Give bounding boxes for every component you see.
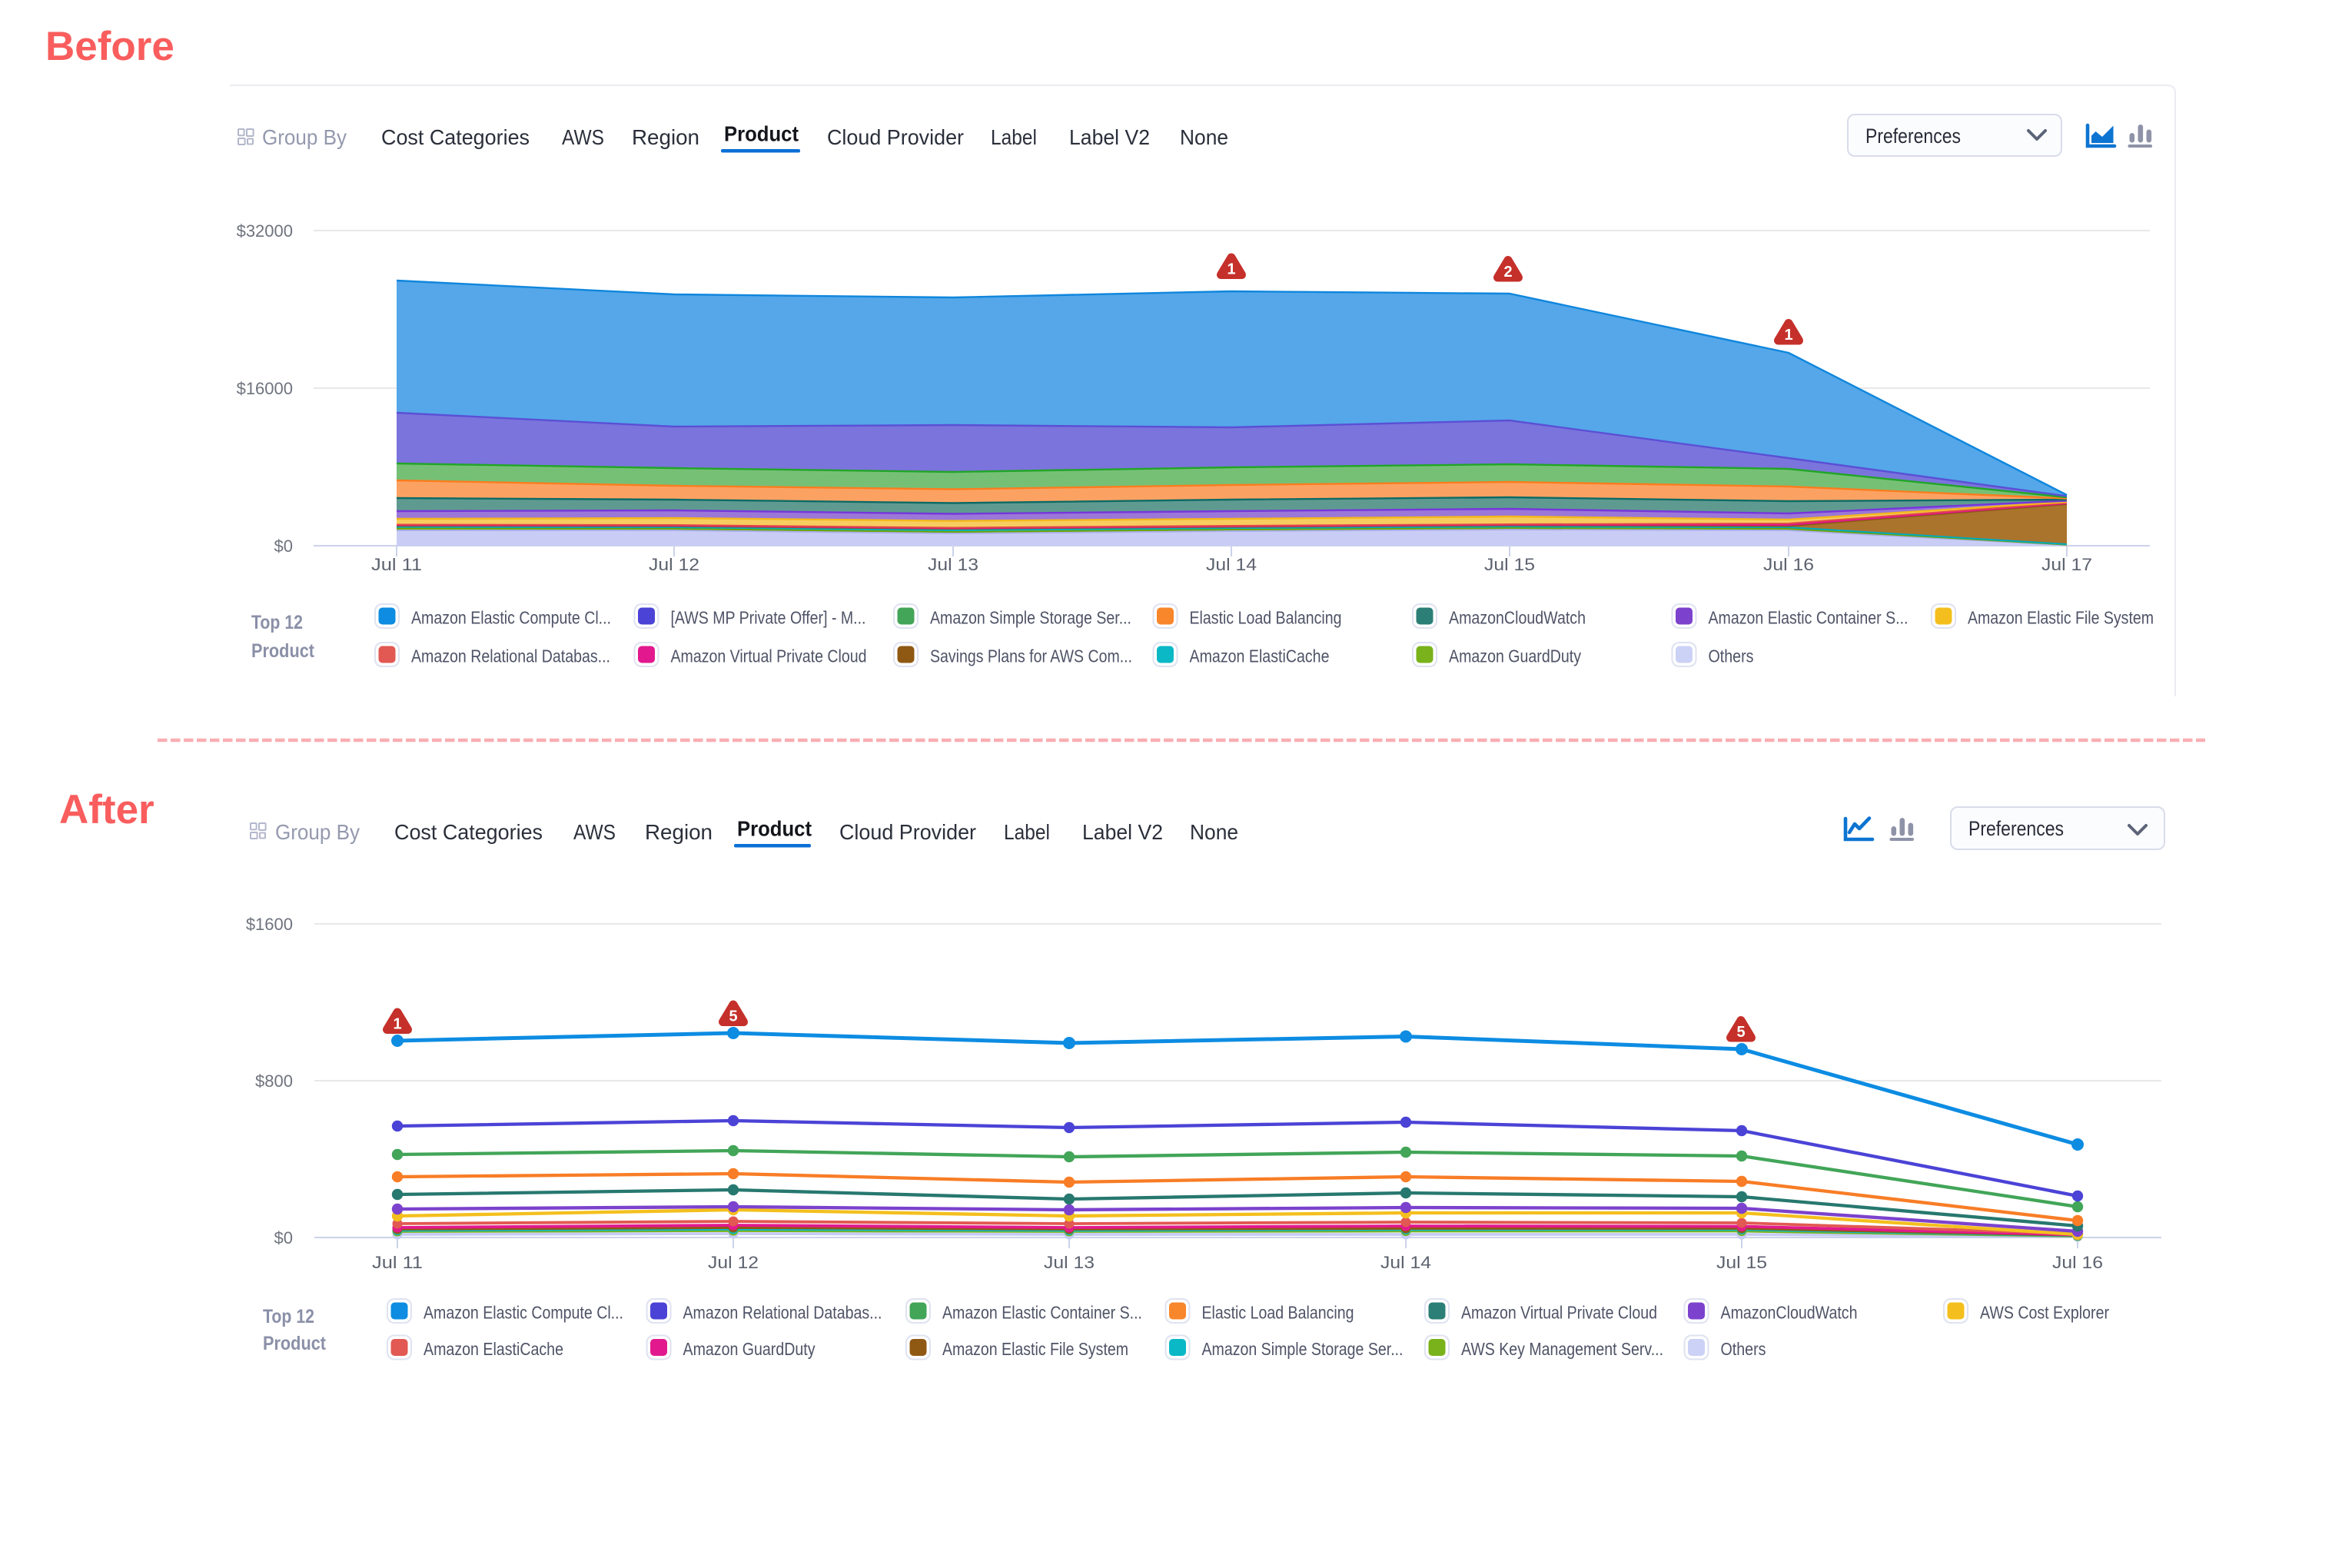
svg-text:1: 1 xyxy=(393,1016,401,1033)
svg-text:Amazon Elastic File System: Amazon Elastic File System xyxy=(942,1339,1128,1359)
svg-text:1: 1 xyxy=(1784,327,1792,344)
svg-text:$32000: $32000 xyxy=(237,221,293,241)
svg-text:$0: $0 xyxy=(274,1228,293,1247)
svg-text:Elastic Load Balancing: Elastic Load Balancing xyxy=(1190,608,1342,628)
svg-text:Savings Plans for AWS Com...: Savings Plans for AWS Com... xyxy=(930,646,1132,666)
svg-text:Amazon Elastic Compute Cl...: Amazon Elastic Compute Cl... xyxy=(411,608,611,628)
svg-text:Amazon GuardDuty: Amazon GuardDuty xyxy=(683,1339,816,1359)
svg-text:Label V2: Label V2 xyxy=(1069,125,1150,149)
svg-text:AWS Key Management Serv...: AWS Key Management Serv... xyxy=(1461,1339,1663,1359)
svg-text:Jul 16: Jul 16 xyxy=(1763,555,1814,574)
svg-text:[AWS MP Private Offer] - M...: [AWS MP Private Offer] - M... xyxy=(671,608,866,628)
svg-text:Amazon Elastic Compute Cl...: Amazon Elastic Compute Cl... xyxy=(424,1303,623,1323)
svg-text:Amazon Elastic Container S...: Amazon Elastic Container S... xyxy=(1709,608,1909,628)
svg-text:Amazon Relational Databas...: Amazon Relational Databas... xyxy=(683,1303,882,1323)
svg-text:Group By: Group By xyxy=(262,125,347,149)
svg-text:Amazon ElastiCache: Amazon ElastiCache xyxy=(1190,646,1330,666)
svg-text:Preferences: Preferences xyxy=(1968,817,2064,840)
svg-text:Jul 15: Jul 15 xyxy=(1484,555,1535,574)
svg-text:Jul 14: Jul 14 xyxy=(1380,1253,1431,1272)
svg-text:Cloud Provider: Cloud Provider xyxy=(827,125,964,149)
svg-text:Amazon Elastic File System: Amazon Elastic File System xyxy=(1968,608,2154,628)
svg-text:1: 1 xyxy=(1227,261,1235,278)
svg-text:5: 5 xyxy=(729,1008,737,1025)
svg-text:Product: Product xyxy=(263,1333,327,1354)
svg-text:Region: Region xyxy=(645,820,713,844)
svg-text:Group By: Group By xyxy=(275,820,360,844)
svg-text:Cost Categories: Cost Categories xyxy=(394,820,543,844)
svg-text:$1600: $1600 xyxy=(246,915,293,934)
svg-text:Preferences: Preferences xyxy=(1865,125,1961,148)
svg-text:5: 5 xyxy=(1736,1024,1745,1041)
svg-text:Product: Product xyxy=(724,122,799,146)
svg-text:Product: Product xyxy=(737,817,812,841)
svg-text:Top 12: Top 12 xyxy=(263,1306,314,1327)
svg-text:Amazon Elastic Container S...: Amazon Elastic Container S... xyxy=(942,1303,1142,1323)
svg-text:AmazonCloudWatch: AmazonCloudWatch xyxy=(1449,608,1586,628)
svg-text:Amazon Virtual Private Cloud: Amazon Virtual Private Cloud xyxy=(1461,1303,1657,1323)
svg-text:Label V2: Label V2 xyxy=(1082,820,1163,844)
svg-text:Jul 13: Jul 13 xyxy=(1044,1253,1095,1272)
svg-text:Label: Label xyxy=(1004,820,1050,844)
svg-text:None: None xyxy=(1190,820,1238,844)
svg-text:Jul 11: Jul 11 xyxy=(371,555,422,574)
svg-text:Amazon Simple Storage Ser...: Amazon Simple Storage Ser... xyxy=(930,608,1131,628)
svg-text:Cost Categories: Cost Categories xyxy=(381,125,530,149)
svg-text:AWS Cost Explorer: AWS Cost Explorer xyxy=(1980,1303,2109,1323)
svg-text:$0: $0 xyxy=(274,537,293,556)
svg-text:Jul 13: Jul 13 xyxy=(928,555,978,574)
svg-text:AmazonCloudWatch: AmazonCloudWatch xyxy=(1721,1303,1858,1323)
svg-text:AWS: AWS xyxy=(573,820,616,844)
svg-text:Jul 17: Jul 17 xyxy=(2041,555,2092,574)
svg-text:None: None xyxy=(1180,125,1228,149)
svg-text:Amazon ElastiCache: Amazon ElastiCache xyxy=(424,1339,563,1359)
svg-text:2: 2 xyxy=(1503,264,1512,281)
svg-text:Region: Region xyxy=(632,125,699,149)
svg-text:Label: Label xyxy=(991,125,1037,149)
svg-text:Others: Others xyxy=(1721,1339,1766,1359)
svg-text:Jul 16: Jul 16 xyxy=(2052,1253,2103,1272)
svg-text:Jul 12: Jul 12 xyxy=(649,555,699,574)
svg-text:Jul 11: Jul 11 xyxy=(372,1253,423,1272)
svg-text:Amazon Virtual Private Cloud: Amazon Virtual Private Cloud xyxy=(671,646,867,666)
svg-text:$800: $800 xyxy=(255,1071,293,1091)
svg-text:Amazon Relational Databas...: Amazon Relational Databas... xyxy=(411,646,610,666)
svg-text:Jul 12: Jul 12 xyxy=(708,1253,759,1272)
svg-text:Jul 15: Jul 15 xyxy=(1716,1253,1767,1272)
svg-text:Product: Product xyxy=(251,640,315,662)
svg-text:Others: Others xyxy=(1709,646,1754,666)
svg-text:Amazon GuardDuty: Amazon GuardDuty xyxy=(1449,646,1581,666)
svg-text:Top 12: Top 12 xyxy=(251,612,303,633)
svg-text:Amazon Simple Storage Ser...: Amazon Simple Storage Ser... xyxy=(1202,1339,1404,1359)
svg-text:$16000: $16000 xyxy=(237,379,293,398)
svg-text:Elastic Load Balancing: Elastic Load Balancing xyxy=(1202,1303,1354,1323)
svg-text:AWS: AWS xyxy=(562,125,604,149)
svg-text:Cloud Provider: Cloud Provider xyxy=(839,820,976,844)
svg-text:Jul 14: Jul 14 xyxy=(1206,555,1257,574)
